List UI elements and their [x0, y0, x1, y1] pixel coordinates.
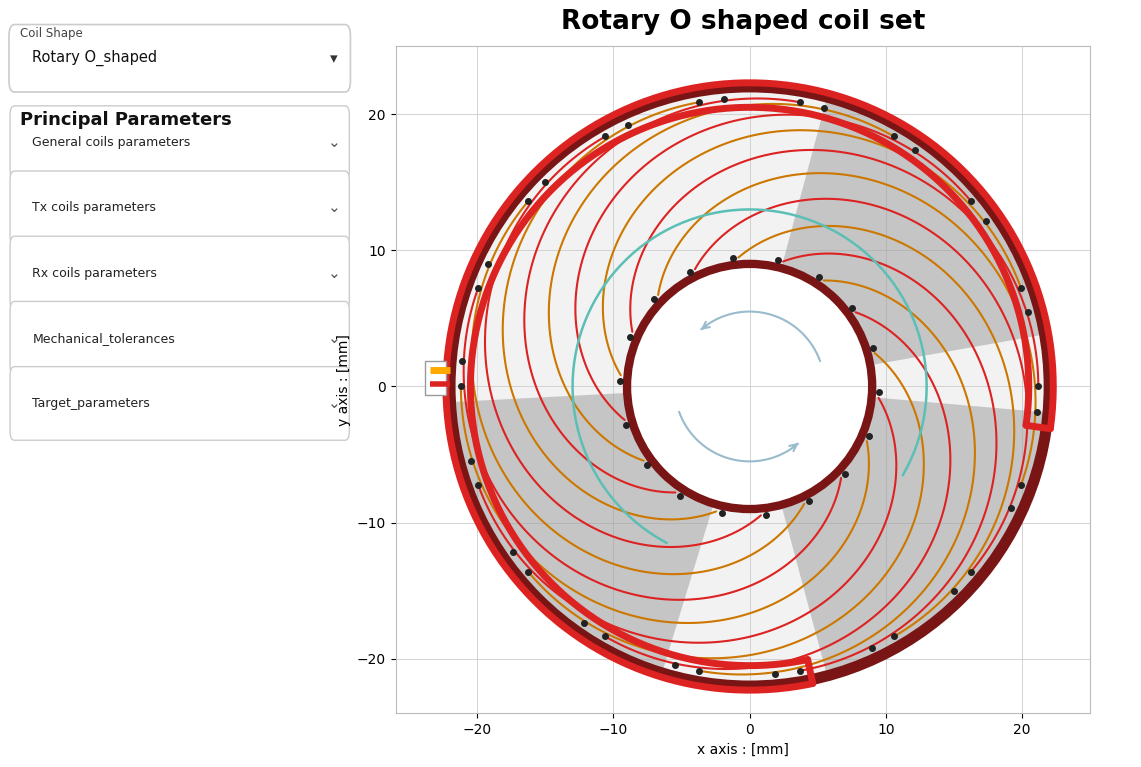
FancyBboxPatch shape: [10, 171, 349, 245]
FancyBboxPatch shape: [10, 236, 349, 310]
Text: ⌄: ⌄: [327, 265, 341, 281]
Text: ⌄: ⌄: [327, 331, 341, 346]
FancyBboxPatch shape: [9, 25, 350, 92]
FancyBboxPatch shape: [10, 301, 349, 375]
Y-axis label: y axis : [mm]: y axis : [mm]: [337, 334, 351, 426]
FancyBboxPatch shape: [10, 106, 349, 179]
Text: Tx coils parameters: Tx coils parameters: [32, 202, 156, 214]
Text: General coils parameters: General coils parameters: [32, 137, 191, 149]
Wedge shape: [450, 87, 1050, 686]
Text: ▾: ▾: [331, 51, 338, 66]
Text: Principal Parameters: Principal Parameters: [19, 111, 232, 129]
Text: Rx coils parameters: Rx coils parameters: [32, 267, 157, 279]
Text: Target_parameters: Target_parameters: [32, 397, 151, 410]
Text: Mechanical_tolerances: Mechanical_tolerances: [32, 332, 175, 344]
Bar: [426, 360, 446, 395]
Text: Coil Shape: Coil Shape: [19, 27, 82, 40]
Title: Rotary O shaped coil set: Rotary O shaped coil set: [560, 9, 925, 35]
Wedge shape: [782, 97, 1045, 365]
Text: ⌄: ⌄: [327, 200, 341, 216]
Text: ⌄: ⌄: [327, 396, 341, 411]
Wedge shape: [451, 393, 714, 673]
X-axis label: x axis : [mm]: x axis : [mm]: [697, 742, 788, 756]
Wedge shape: [782, 397, 1049, 676]
FancyBboxPatch shape: [10, 367, 349, 440]
Text: Rotary O_shaped: Rotary O_shaped: [32, 50, 157, 67]
Text: ⌄: ⌄: [327, 135, 341, 150]
